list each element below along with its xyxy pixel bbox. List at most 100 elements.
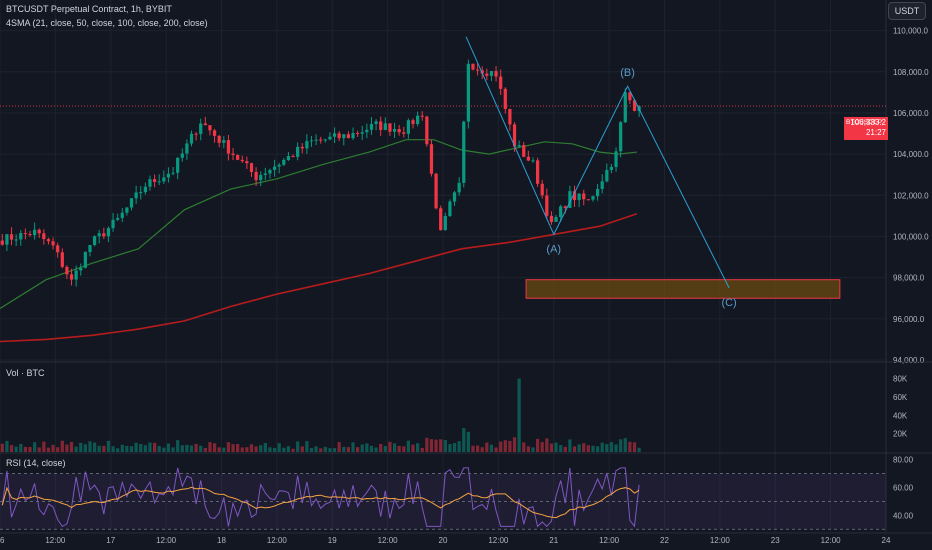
candle-body [97, 233, 101, 237]
volume-bar [374, 447, 378, 452]
volume-tick-label: 40K [893, 411, 908, 420]
currency-button[interactable]: USDT [888, 2, 926, 20]
candle-body [434, 173, 438, 209]
candle-body [466, 63, 470, 122]
volume-bar [97, 445, 101, 452]
volume-bar [351, 442, 355, 452]
candle-body [5, 234, 9, 245]
rsi-pane-label[interactable]: RSI (14, close) [6, 458, 66, 468]
candle-body [102, 233, 106, 237]
volume-bar [535, 438, 540, 452]
volume-bar [429, 439, 434, 452]
volume-bar [92, 442, 97, 452]
candle-body [577, 193, 581, 201]
candle-body [28, 234, 32, 236]
volume-bar [14, 446, 18, 452]
candle-body [120, 212, 124, 219]
candle-body [351, 132, 355, 139]
volume-bar [194, 443, 198, 452]
price-tag-countdown: 21:27 [865, 128, 886, 137]
volume-bar [259, 445, 263, 452]
volume-bar [240, 447, 244, 452]
volume-bar [286, 446, 291, 452]
rsi-ma-line [1, 486, 640, 519]
volume-bar [166, 443, 171, 452]
y-tick-label: 110,000.0 [893, 27, 929, 36]
candle-body [125, 207, 129, 213]
volume-bar [125, 445, 129, 452]
volume-bar [346, 447, 351, 452]
volume-bar [148, 442, 152, 452]
volume-bar [134, 442, 138, 452]
rsi-tick-label: 60.00 [893, 483, 914, 492]
volume-bar [462, 428, 466, 452]
candle-body [619, 122, 623, 152]
x-tick-label: 19 [328, 536, 337, 545]
candle-body [383, 123, 387, 130]
volume-bar [272, 447, 277, 452]
candle-body [185, 143, 189, 154]
volume-bar [83, 444, 87, 452]
volume-bar [254, 446, 258, 452]
candle-body [226, 140, 231, 154]
candle-body [249, 163, 254, 172]
volume-bar [563, 446, 567, 452]
candle-body [443, 216, 447, 231]
volume-bar [129, 446, 134, 452]
candle-body [166, 173, 171, 178]
candle-body [305, 141, 309, 149]
volume-bar [323, 446, 327, 452]
volume-bar [69, 441, 74, 452]
volume-bar [203, 447, 207, 452]
rsi-tick-label: 80.00 [893, 456, 914, 465]
volume-bar [628, 441, 632, 452]
candle-body [549, 215, 554, 222]
candle-body [222, 140, 226, 143]
candle-body [600, 181, 604, 189]
volume-bar [23, 446, 27, 452]
candle-body [56, 245, 60, 253]
volume-bar [434, 439, 438, 452]
candle-body [60, 252, 64, 267]
candle-body [439, 208, 443, 231]
candle-body [332, 133, 337, 137]
candle-body [277, 164, 281, 167]
x-tick-label: 12:00 [488, 536, 509, 545]
volume-bar [582, 443, 586, 452]
volume-bar [236, 444, 240, 452]
x-tick-label: 21 [549, 536, 558, 545]
volume-bar [568, 439, 572, 452]
volume-bar [296, 441, 300, 452]
volume-bar [28, 446, 32, 452]
volume-bar [60, 440, 64, 452]
candle-body [291, 156, 295, 158]
volume-bar [614, 444, 618, 452]
volume-bar [189, 445, 194, 452]
candle-body [46, 239, 51, 242]
candle-body [526, 156, 530, 161]
volume-pane-label[interactable]: Vol · BTC [6, 368, 45, 378]
candle-body [365, 129, 369, 133]
volume-bar [365, 443, 369, 452]
volume-bar [475, 445, 480, 452]
volume-bar [545, 438, 549, 452]
candle-body [356, 132, 360, 134]
volume-bar [609, 442, 614, 452]
volume-bar [452, 443, 457, 452]
indicator-legend[interactable]: 4SMA (21, close, 50, close, 100, close, … [6, 18, 208, 28]
candle-body [420, 115, 424, 117]
volume-bar [226, 442, 231, 452]
candle-body [388, 123, 392, 132]
last-price-tag: BTCUSDT.P 106,333.2 21:27 [844, 117, 888, 140]
candle-body [268, 169, 272, 174]
candle-body [512, 124, 517, 147]
volume-tick-label: 20K [893, 430, 908, 439]
x-tick-label: 12:00 [599, 536, 620, 545]
volume-bar [360, 444, 364, 452]
volume-bar [74, 446, 78, 452]
volume-bar [152, 442, 157, 452]
candle-body [203, 123, 207, 126]
volume-bar [171, 447, 175, 452]
candle-body [540, 183, 544, 196]
